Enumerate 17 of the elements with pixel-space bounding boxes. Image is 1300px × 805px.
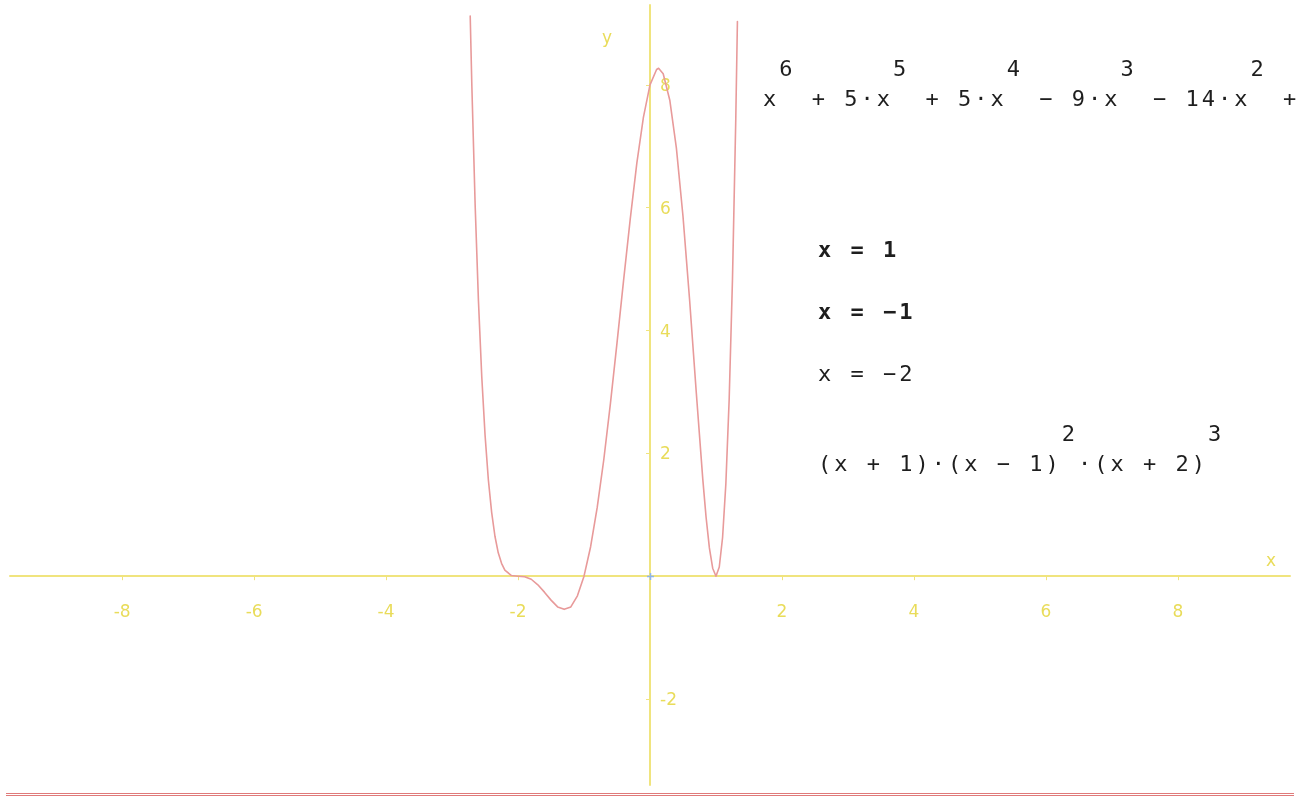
x-tick-label: -2 (509, 600, 527, 621)
y-tick-label: 2 (660, 443, 671, 464)
x-tick-label: -8 (113, 600, 131, 621)
x-tick-label: 2 (776, 600, 788, 621)
y-tick-label: 6 (660, 197, 671, 218)
annotation: x = −1 (818, 299, 916, 326)
x-tick-label: -4 (377, 600, 395, 621)
annotation: x = −2 (818, 361, 916, 388)
x-axis-title: x (1266, 549, 1277, 570)
y-tick-label: -2 (660, 689, 677, 710)
x-tick-label: 6 (1040, 600, 1052, 621)
x-tick-label: 4 (908, 600, 920, 621)
x-tick-label: 8 (1172, 600, 1184, 621)
y-tick-label: 4 (660, 320, 671, 341)
y-axis-title: y (601, 26, 612, 47)
x-tick-label: -6 (245, 600, 263, 621)
annotation: x = 1 (818, 237, 900, 264)
